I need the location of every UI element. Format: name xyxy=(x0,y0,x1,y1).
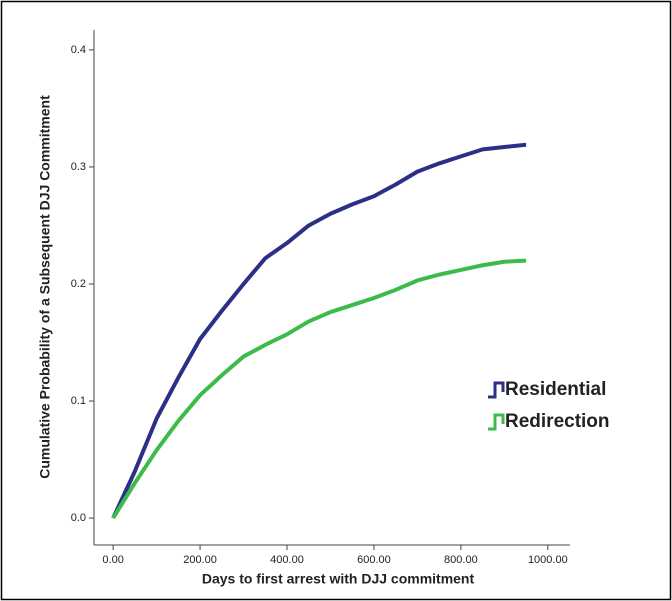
x-tick-label: 200.00 xyxy=(183,554,217,566)
x-tick-label: 600.00 xyxy=(357,554,391,566)
y-axis-title: Cumulative Probability of a Subsequent D… xyxy=(37,95,53,479)
legend-swatch xyxy=(488,413,505,431)
y-tick-label: 0.4 xyxy=(71,44,86,56)
series-line xyxy=(111,142,527,519)
x-axis-title: Days to first arrest with DJJ commitment xyxy=(202,571,475,587)
x-tick-label: 800.00 xyxy=(444,554,478,566)
x-tick-label: 1000.00 xyxy=(528,554,568,566)
x-tick-label: 400.00 xyxy=(270,554,304,566)
y-tick-label: 0.2 xyxy=(71,278,86,290)
y-tick-label: 0.3 xyxy=(71,161,86,173)
legend-swatch xyxy=(488,381,505,399)
legend-label: Redirection xyxy=(505,411,610,432)
x-tick-label: 0.00 xyxy=(102,554,123,566)
legend-label: Residential xyxy=(505,379,606,400)
y-tick-label: 0.1 xyxy=(71,395,86,407)
series-line xyxy=(111,258,527,520)
y-tick-label: 0.0 xyxy=(71,512,86,524)
